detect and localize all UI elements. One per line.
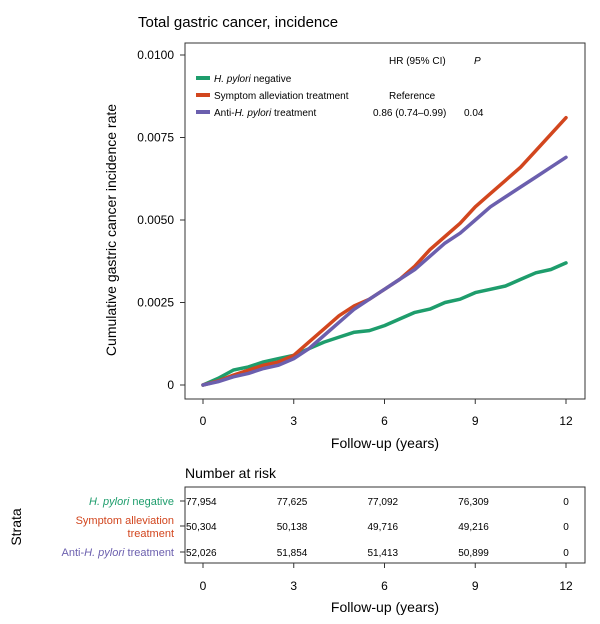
strata-row-label: Symptom alleviation [76, 515, 174, 527]
x-tick-label: 6 [381, 414, 388, 428]
risk-cell: 49,216 [458, 522, 489, 533]
risk-x-tick-label: 6 [381, 579, 388, 593]
series-line-0 [201, 261, 568, 387]
series-line-1 [201, 115, 568, 387]
strata-row-label: treatment [128, 528, 174, 540]
risk-cell: 51,413 [368, 548, 399, 559]
risk-cell: 0 [563, 522, 569, 533]
x-tick-label: 3 [290, 414, 297, 428]
legend-label-2: Anti-H. pylori treatment [214, 108, 316, 119]
risk-cell: 50,138 [277, 522, 308, 533]
risk-cell: 0 [563, 548, 569, 559]
legend-hr-1: Reference [389, 91, 436, 102]
risk-x-tick-label: 3 [290, 579, 297, 593]
legend-p-2: 0.04 [464, 108, 484, 119]
legend-hr-2: 0.86 (0.74–0.99) [373, 108, 446, 119]
risk-cell: 50,899 [458, 548, 489, 559]
risk-cell: 49,716 [368, 522, 399, 533]
strata-row-label: H. pylori negative [89, 496, 174, 508]
x-tick-label: 12 [559, 414, 573, 428]
risk-cell: 52,026 [186, 548, 217, 559]
risk-cell: 77,954 [186, 497, 217, 508]
legend-label-1: Symptom alleviation treatment [214, 91, 349, 102]
risk-cell: 77,092 [368, 497, 399, 508]
x-tick-label: 0 [200, 414, 207, 428]
strata-label: Strata [8, 508, 24, 546]
x-tick-label: 9 [472, 414, 479, 428]
risk-x-tick-label: 12 [559, 579, 573, 593]
risk-cell: 51,854 [277, 548, 308, 559]
x-axis: 0 3 6 9 12 [200, 399, 573, 428]
legend-header-hr: HR (95% CI) [389, 56, 446, 67]
risk-cell: 50,304 [186, 522, 217, 533]
legend-label-0: H. pylori negative [214, 74, 292, 85]
risk-x-tick-label: 0 [200, 579, 207, 593]
risk-table-rows: 77,954 77,625 77,092 76,309 0 50,304 50,138 49,… [62, 496, 570, 559]
series-lines [201, 115, 568, 387]
risk-cell: 77,625 [277, 497, 308, 508]
legend: HR (95% CI) P H. pylori negative Symptom… [196, 56, 484, 119]
y-tick-label: 0.0050 [137, 213, 174, 227]
y-axis-label: Cumulative gastric cancer incidence rate [103, 104, 119, 356]
y-axis: 0 0.0025 0.0050 0.0075 0.0100 [137, 48, 185, 392]
risk-x-axis-label: Follow-up (years) [331, 599, 439, 615]
y-tick-label: 0.0075 [137, 131, 174, 145]
risk-cell: 76,309 [458, 497, 489, 508]
chart-title: Total gastric cancer, incidence [138, 14, 338, 31]
risk-table-title: Number at risk [185, 465, 277, 481]
strata-row-label: Anti-H. pylori treatment [62, 547, 175, 559]
risk-x-tick-label: 9 [472, 579, 479, 593]
y-tick-label: 0.0100 [137, 48, 174, 62]
legend-header-p: P [474, 56, 481, 67]
y-tick-label: 0 [167, 378, 174, 392]
risk-cell: 0 [563, 497, 569, 508]
series-line-2 [201, 155, 568, 387]
y-tick-label: 0.0025 [137, 296, 174, 310]
risk-x-axis: 0 3 6 9 12 [200, 563, 573, 593]
x-axis-label: Follow-up (years) [331, 435, 439, 451]
